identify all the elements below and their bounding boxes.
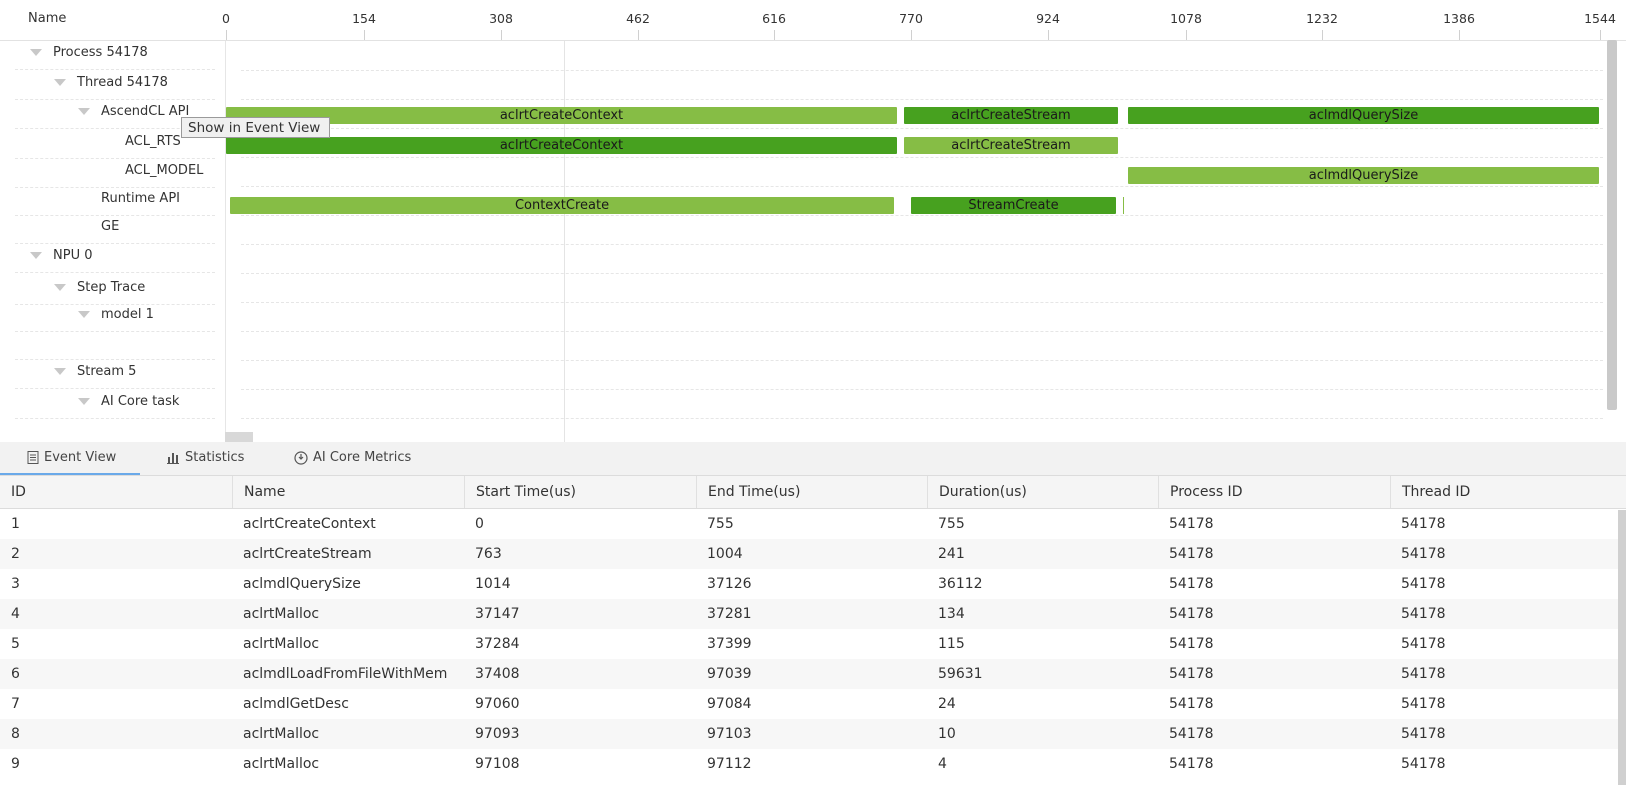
column-header-process-id[interactable]: Process ID — [1158, 476, 1390, 508]
table-row[interactable]: 1 aclrtCreateContext 0 755 755 54178 541… — [11, 516, 1446, 532]
tree-item-ge[interactable]: GE — [15, 215, 215, 244]
collapse-triangle-icon[interactable] — [54, 79, 66, 86]
tab-event-view[interactable]: Event View — [0, 442, 140, 475]
tree-item-runtime-api[interactable]: Runtime API — [15, 187, 215, 216]
tree-item-model-1[interactable]: model 1 — [15, 303, 215, 332]
time-ruler: Name 0 154 308 462 616 770 924 1078 1232… — [0, 0, 1626, 41]
event-bar[interactable]: StreamCreate — [911, 197, 1116, 214]
table-row[interactable]: 4 aclrtMalloc 37147 37281 134 54178 5417… — [0, 599, 1618, 629]
event-bar[interactable]: aclrtCreateStream — [904, 137, 1118, 154]
name-column-header: Name — [28, 11, 67, 26]
event-table: ID Name Start Time(us) End Time(us) Dura… — [0, 476, 1626, 785]
collapse-triangle-icon[interactable] — [78, 108, 90, 115]
collapse-triangle-icon[interactable] — [30, 49, 42, 56]
table-vertical-scrollbar[interactable] — [1618, 510, 1626, 785]
tab-bar: Event View Statistics AI Core Metrics — [0, 442, 1626, 476]
time-cursor-line — [564, 41, 565, 442]
timeline-panel: Name 0 154 308 462 616 770 924 1078 1232… — [0, 0, 1626, 442]
context-tooltip[interactable]: Show in Event View — [181, 117, 330, 138]
tree-item-acl-model[interactable]: ACL_MODEL — [15, 159, 215, 188]
column-header-start-time[interactable]: Start Time(us) — [464, 476, 696, 508]
event-bar[interactable]: aclmdlQuerySize — [1128, 167, 1599, 184]
collapse-triangle-icon[interactable] — [54, 284, 66, 291]
tree-item-stream-5[interactable]: Stream 5 — [15, 360, 215, 389]
tree-item-acl-rts[interactable]: ACL_RTS — [15, 130, 215, 159]
gauge-icon — [294, 450, 308, 465]
collapse-triangle-icon[interactable] — [78, 398, 90, 405]
collapse-triangle-icon[interactable] — [30, 252, 42, 259]
collapse-triangle-icon[interactable] — [78, 311, 90, 318]
tree-item-process[interactable]: Process 54178 — [15, 41, 215, 70]
table-row[interactable]: 3 aclmdlQuerySize 1014 37126 36112 54178… — [11, 576, 1446, 592]
column-header-thread-id[interactable]: Thread ID — [1390, 476, 1618, 508]
track-area[interactable] — [225, 41, 1606, 439]
table-row[interactable]: 5 aclrtMalloc 37284 37399 115 54178 5417… — [11, 636, 1446, 652]
event-bar[interactable]: aclrtCreateStream — [904, 107, 1118, 124]
tree-item-ai-core-task[interactable]: AI Core task — [15, 390, 215, 419]
table-header: ID Name Start Time(us) End Time(us) Dura… — [0, 476, 1626, 509]
table-row[interactable]: 7 aclmdlGetDesc 97060 97084 24 54178 541… — [11, 696, 1446, 712]
column-header-name[interactable]: Name — [232, 476, 464, 508]
tree-item-empty — [15, 331, 215, 360]
tab-statistics[interactable]: Statistics — [166, 442, 244, 475]
tree-item-step-trace[interactable]: Step Trace — [15, 276, 215, 305]
document-icon — [27, 451, 39, 464]
bar-chart-icon — [167, 453, 179, 464]
tree-item-thread[interactable]: Thread 54178 — [15, 71, 215, 100]
table-row[interactable]: 9 aclrtMalloc 97108 97112 4 54178 54178 — [11, 756, 1446, 772]
table-row[interactable]: 8 aclrtMalloc 97093 97103 10 54178 54178 — [0, 719, 1618, 749]
horizontal-scrollbar[interactable] — [225, 432, 253, 442]
event-bar[interactable]: aclrtCreateContext — [226, 137, 897, 154]
event-mark[interactable] — [1123, 197, 1124, 214]
tree-item-ascendcl-api[interactable]: AscendCL API — [15, 100, 215, 129]
column-header-duration[interactable]: Duration(us) — [927, 476, 1158, 508]
table-row[interactable]: 6 aclmdlLoadFromFileWithMem 37408 97039 … — [0, 659, 1618, 689]
vertical-scrollbar[interactable] — [1607, 40, 1617, 410]
column-header-id[interactable]: ID — [11, 484, 26, 500]
event-bar[interactable]: aclmdlQuerySize — [1128, 107, 1599, 124]
table-row[interactable]: 2 aclrtCreateStream 763 1004 241 54178 5… — [0, 539, 1618, 569]
column-header-end-time[interactable]: End Time(us) — [696, 476, 927, 508]
event-bar[interactable]: aclrtCreateContext — [226, 107, 897, 124]
event-bar[interactable]: ContextCreate — [230, 197, 894, 214]
tree-item-npu[interactable]: NPU 0 — [15, 244, 215, 273]
tab-ai-core-metrics[interactable]: AI Core Metrics — [294, 442, 411, 475]
collapse-triangle-icon[interactable] — [54, 368, 66, 375]
track-tree: Process 54178 Thread 54178 AscendCL API … — [15, 41, 225, 439]
